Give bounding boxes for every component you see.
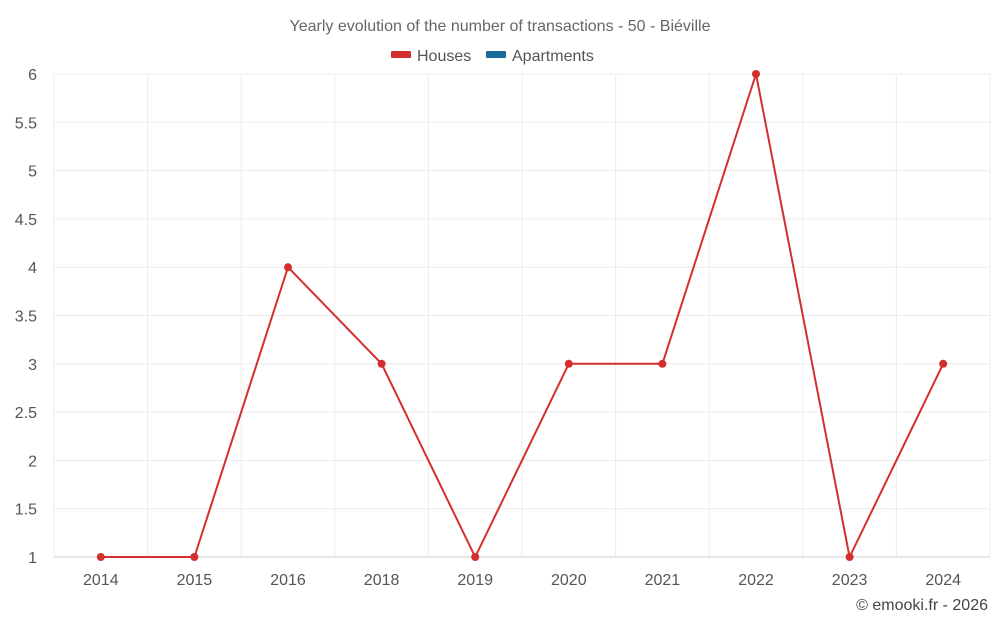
y-tick-label: 5	[28, 164, 37, 181]
data-point-houses[interactable]	[658, 359, 667, 368]
y-tick-label: 3	[28, 357, 37, 374]
data-point-houses[interactable]	[377, 359, 386, 368]
x-tick-label: 2021	[645, 572, 681, 589]
legend-label-houses: Houses	[417, 48, 471, 65]
x-tick-label: 2014	[83, 572, 119, 589]
y-tick-label: 6	[28, 67, 37, 84]
y-tick-label: 5.5	[15, 115, 37, 132]
legend-item-apartments[interactable]: Apartments	[486, 48, 594, 65]
y-tick-label: 1	[28, 550, 37, 567]
series-line-houses	[100, 73, 945, 558]
data-point-houses[interactable]	[96, 553, 105, 561]
y-tick-label: 2.5	[15, 405, 37, 422]
data-point-houses[interactable]	[845, 553, 854, 561]
y-axis-ticks: 1 1.5 2 2.5 3 3.5 4 4.5 5 5.5 6	[15, 67, 37, 567]
credit-text: © emooki.fr - 2026	[856, 597, 988, 614]
x-tick-label: 2018	[364, 572, 400, 589]
x-tick-label: 2020	[551, 572, 587, 589]
legend-swatch-houses	[391, 51, 411, 58]
legend: Houses Apartments	[391, 48, 594, 65]
y-tick-label: 1.5	[15, 502, 37, 519]
x-tick-label: 2023	[832, 572, 868, 589]
y-tick-label: 4.5	[15, 212, 37, 229]
data-point-houses[interactable]	[752, 70, 760, 78]
data-point-houses[interactable]	[284, 263, 292, 272]
legend-item-houses[interactable]: Houses	[391, 48, 471, 65]
series-houses	[96, 70, 948, 561]
data-point-houses[interactable]	[190, 553, 199, 561]
data-point-houses[interactable]	[564, 359, 573, 368]
x-tick-label: 2016	[270, 572, 306, 589]
x-axis-ticks: 2014 2015 2016 2018 2019 2020 2021 2022 2023 2024	[83, 572, 961, 589]
chart-title: Yearly evolution of the number of transa…	[290, 18, 711, 35]
legend-label-apartments: Apartments	[512, 48, 594, 65]
x-tick-label: 2019	[457, 572, 493, 589]
y-tick-label: 3.5	[15, 309, 37, 326]
x-tick-label: 2024	[925, 572, 961, 589]
x-tick-label: 2015	[177, 572, 213, 589]
data-point-houses[interactable]	[471, 553, 480, 561]
y-tick-label: 2	[28, 453, 37, 470]
data-point-houses[interactable]	[939, 359, 948, 368]
legend-swatch-apartments	[486, 51, 506, 58]
x-tick-label: 2022	[738, 572, 774, 589]
y-tick-label: 4	[28, 260, 37, 277]
